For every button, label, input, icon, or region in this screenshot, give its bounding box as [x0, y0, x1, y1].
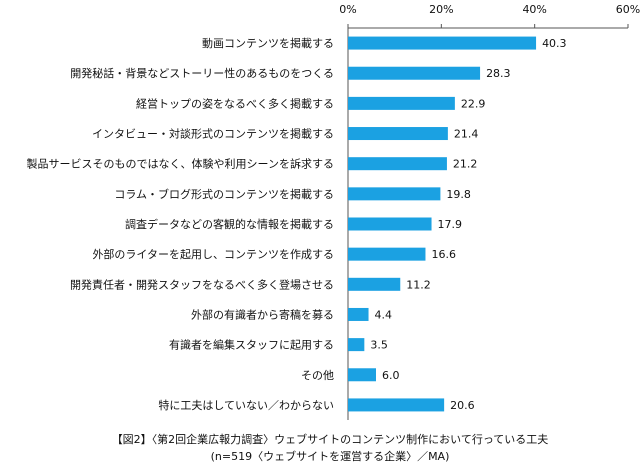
x-tick-label: 40%: [522, 3, 546, 16]
category-label: インタビュー・対談形式のコンテンツを掲載する: [92, 127, 334, 141]
bar: [348, 398, 445, 412]
category-label: 調査データなどの客観的な情報を掲載する: [125, 217, 334, 231]
bar: [348, 157, 447, 171]
bar: [348, 66, 481, 80]
category-label: 開発責任者・開発スタッフをなるべく多く登場させる: [70, 277, 334, 291]
value-label: 16.6: [431, 248, 456, 261]
value-label: 21.2: [453, 158, 478, 171]
value-label: 3.5: [370, 339, 388, 352]
bar: [348, 127, 448, 141]
value-label: 6.0: [382, 369, 400, 382]
category-label: その他: [301, 369, 334, 382]
category-label: 特に工夫はしていない／わからない: [158, 398, 334, 412]
category-label: 動画コンテンツを掲載する: [202, 36, 334, 50]
category-label: 有識者を編集スタッフに起用する: [169, 338, 334, 352]
value-label: 11.2: [406, 278, 431, 291]
category-label: 外部のライターを起用し、コンテンツを作成する: [92, 247, 334, 261]
chart-title: 【図2】〈第2回企業広報力調査〉ウェブサイトのコンテンツ制作において行っている工…: [112, 432, 549, 446]
value-label: 19.8: [446, 188, 471, 201]
bar: [348, 368, 376, 382]
bar: [348, 247, 426, 261]
chart-subtitle: (n=519〈ウェブサイトを運営する企業〉／MA): [211, 449, 450, 463]
category-label: 外部の有識者から寄稿を募る: [191, 307, 334, 321]
value-label: 20.6: [450, 399, 475, 412]
bar: [348, 36, 537, 50]
bar: [348, 307, 369, 321]
bar: [348, 96, 455, 110]
category-label: 製品サービスそのものではなく、体験や利用シーンを訴求する: [27, 157, 334, 171]
x-tick-label: 60%: [616, 3, 640, 16]
bar: [348, 187, 441, 201]
value-label: 40.3: [542, 37, 567, 50]
bar: [348, 277, 401, 291]
value-label: 28.3: [486, 67, 511, 80]
x-tick-label: 0%: [339, 3, 356, 16]
category-label: 経営トップの姿をなるべく多く掲載する: [136, 96, 334, 110]
bar: [348, 338, 365, 352]
value-label: 4.4: [375, 308, 393, 321]
bar: [348, 217, 432, 231]
value-label: 22.9: [461, 97, 486, 110]
value-label: 17.9: [438, 218, 463, 231]
value-label: 21.4: [454, 128, 479, 141]
category-label: 開発秘話・背景などストーリー性のあるものをつくる: [70, 66, 334, 80]
category-label: コラム・ブログ形式のコンテンツを掲載する: [114, 187, 334, 201]
x-tick-label: 20%: [429, 3, 453, 16]
